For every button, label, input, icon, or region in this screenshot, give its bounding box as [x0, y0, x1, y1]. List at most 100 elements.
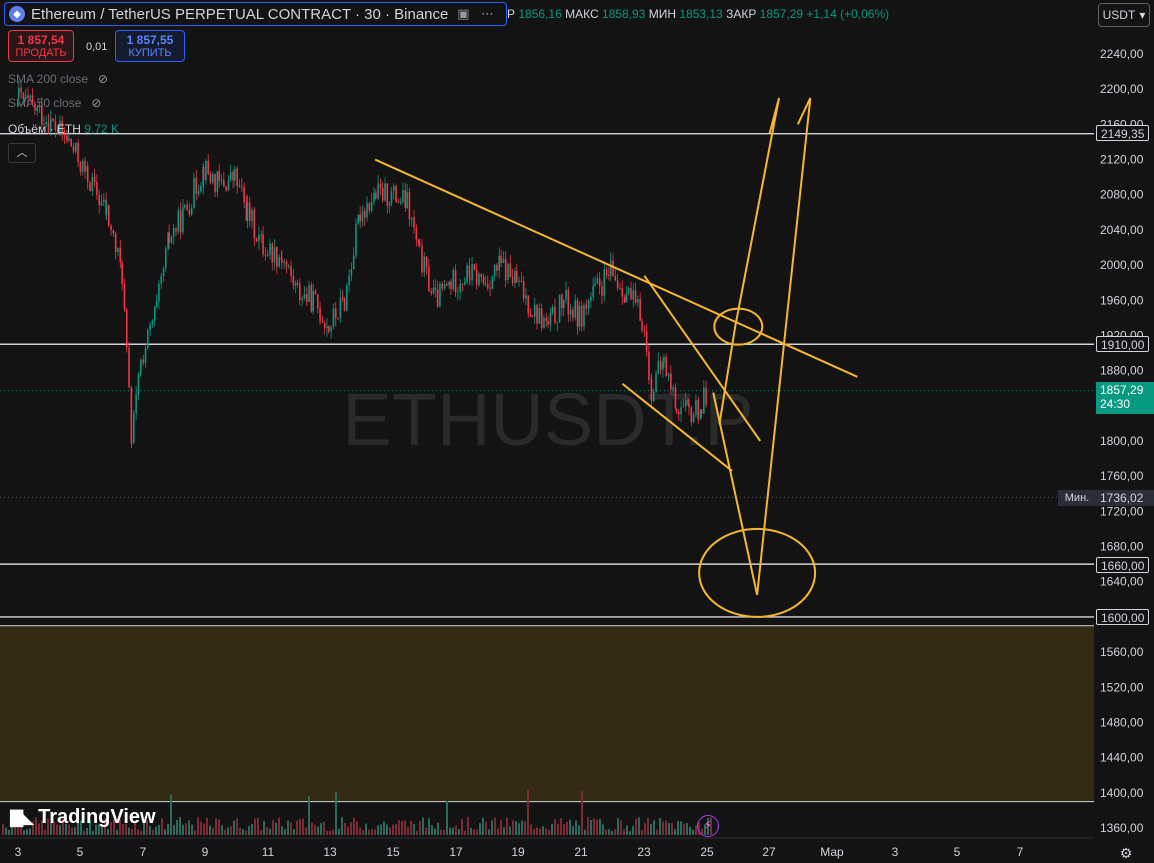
ohlc-values: Р 1856,16 МАКС 1858,93 МИН 1853,13 ЗАКР …: [507, 7, 889, 21]
candle-body: [466, 265, 468, 282]
more-options-icon[interactable]: ⋯: [480, 6, 494, 21]
level-tag-2149[interactable]: 2149,35: [1096, 125, 1150, 141]
eye-off-icon[interactable]: ⊘: [98, 72, 109, 86]
ohlc-change: +1,14 (+0,06%): [806, 7, 890, 21]
volume-bar: [524, 821, 526, 835]
candle-body: [377, 183, 379, 199]
volume-bar: [503, 827, 505, 835]
candle-body: [491, 276, 494, 289]
gear-icon[interactable]: ⚙: [1119, 845, 1133, 861]
candle-body: [52, 118, 54, 122]
volume-bar: [647, 818, 649, 835]
volume-bar: [200, 821, 202, 835]
collapse-icon[interactable]: ▣: [457, 6, 470, 21]
buy-button[interactable]: 1 857,55 КУПИТЬ: [115, 30, 185, 62]
candle-body: [680, 407, 682, 415]
volume-label: Объём · ETH: [8, 122, 81, 136]
candle-body: [428, 266, 430, 292]
volume-bar: [614, 829, 616, 835]
volume-bar: [341, 817, 343, 835]
indicator-volume[interactable]: Объём · ETH 9,72 K: [8, 122, 119, 136]
candle-body: [507, 263, 509, 281]
candle-body: [587, 300, 590, 309]
candle-body: [328, 326, 330, 332]
candle-body: [413, 217, 415, 228]
volume-bar: [77, 817, 79, 835]
volume-bar: [239, 827, 241, 835]
candle-body: [36, 106, 38, 111]
volume-bar: [689, 826, 691, 835]
candle-body: [700, 409, 703, 414]
candle-body: [170, 236, 173, 243]
candle-body: [486, 283, 489, 288]
candle-body: [168, 232, 170, 243]
currency-selector[interactable]: USDT ▾: [1098, 3, 1150, 27]
symbol-header[interactable]: ◆ Ethereum / TetherUS PERPETUAL CONTRACT…: [4, 2, 507, 26]
volume-bar: [383, 821, 385, 835]
horizontal-levels[interactable]: [0, 133, 1094, 618]
ethereum-logo-icon: ◆: [9, 6, 25, 22]
volume-bar: [593, 818, 595, 835]
collapse-legend-button[interactable]: ︿: [8, 143, 36, 163]
volume-bar: [497, 828, 499, 835]
lightning-icon[interactable]: ⚡: [697, 815, 719, 837]
volume-bar: [254, 818, 256, 835]
candle-body: [110, 225, 112, 230]
indicator-sma50[interactable]: SMA 50 close ⊘: [8, 96, 101, 110]
breakout-circle: [713, 307, 764, 346]
candle-body: [554, 307, 556, 323]
tradingview-logo[interactable]: ▇◣ TradingView: [10, 806, 156, 829]
candle-body: [567, 289, 570, 315]
volume-bar: [257, 817, 259, 835]
candle-body: [119, 247, 122, 263]
volume-bar: [677, 821, 679, 835]
candle-body: [601, 286, 603, 296]
volume-bar: [692, 829, 694, 835]
sell-button[interactable]: 1 857,54 ПРОДАТЬ: [8, 30, 74, 62]
indicator-sma200[interactable]: SMA 200 close ⊘: [8, 72, 108, 86]
volume-bar: [590, 819, 592, 835]
candle-body: [703, 387, 705, 414]
candle-body: [348, 275, 350, 286]
candle-body: [509, 263, 512, 277]
candle-body: [402, 189, 404, 203]
level-tag-1600[interactable]: 1600,00: [1096, 609, 1150, 625]
volume-bar: [53, 821, 55, 835]
candle-body: [29, 95, 32, 99]
eye-off-icon[interactable]: ⊘: [91, 96, 102, 110]
candle-body: [167, 232, 169, 249]
volume-bar: [515, 821, 517, 835]
candle-body: [373, 192, 375, 203]
level-tag-1660[interactable]: 1660,00: [1096, 557, 1150, 573]
volume-bar: [62, 817, 64, 835]
candle-body: [240, 186, 243, 188]
candle-body: [346, 285, 348, 311]
candle-body: [149, 324, 151, 330]
candle-body: [415, 227, 418, 241]
volume-bar: [230, 826, 232, 835]
volume-bar: [485, 821, 487, 835]
candle-body: [337, 318, 339, 320]
candle-body: [128, 347, 130, 388]
volume-bar: [389, 827, 391, 835]
sell-price: 1 857,54: [17, 33, 65, 47]
volume-bar: [641, 830, 643, 835]
volume-bar: [269, 828, 271, 835]
volume-bar: [563, 824, 565, 835]
price-tick-label: 1640,00: [1100, 575, 1144, 589]
drawings[interactable]: [374, 97, 858, 618]
symbol-title[interactable]: Ethereum / TetherUS PERPETUAL CONTRACT ·…: [31, 5, 449, 23]
volume-bar: [578, 825, 580, 835]
volume-bar: [374, 829, 376, 835]
volume-bar: [281, 826, 283, 835]
candle-body: [339, 297, 342, 319]
volume-bar: [530, 824, 532, 835]
time-axis[interactable]: 3 5 7 9 11 13 15 17 19 21 23 25 27 Мар 3 5 7: [0, 837, 1094, 859]
projection-path-down-up: [712, 97, 812, 596]
volume-bar: [251, 824, 253, 835]
candle-body: [177, 210, 180, 232]
level-tag-1910[interactable]: 1910,00: [1096, 336, 1150, 352]
volume-bar: [80, 820, 82, 835]
candle-body: [625, 293, 628, 303]
